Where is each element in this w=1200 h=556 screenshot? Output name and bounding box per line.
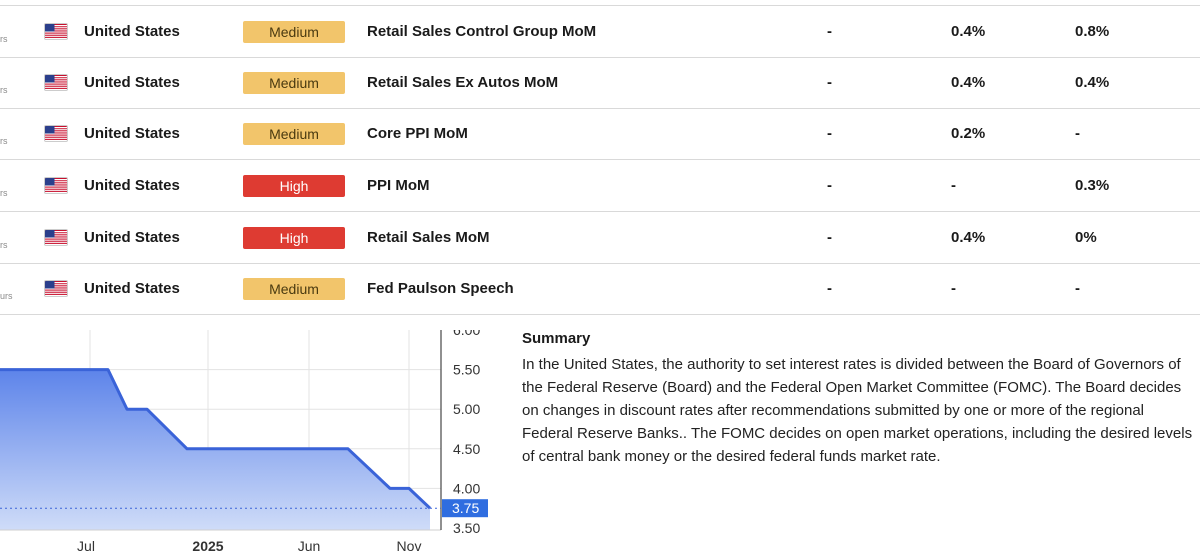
y-tick-label: 6.00 xyxy=(453,330,480,338)
event-name[interactable]: Retail Sales Control Group MoM xyxy=(367,23,597,40)
event-name[interactable]: Core PPI MoM xyxy=(367,125,468,142)
y-tick-label: 4.50 xyxy=(453,441,480,457)
importance-badge: Medium xyxy=(243,123,345,145)
previous-value: 0% xyxy=(1075,229,1097,246)
time-label: rs xyxy=(0,188,8,198)
us-flag-icon xyxy=(44,23,68,40)
y-tick-label: 5.00 xyxy=(453,401,480,417)
calendar-row[interactable]: rs United States High Retail Sales MoM - 0.4%… xyxy=(0,212,1200,264)
actual-value: - xyxy=(827,74,832,91)
country-name: United States xyxy=(84,177,180,194)
us-flag-icon xyxy=(44,125,68,142)
current-value-badge xyxy=(442,499,488,518)
importance-badge: Medium xyxy=(243,21,345,43)
importance-badge: High xyxy=(243,175,345,197)
previous-value: - xyxy=(1075,280,1080,297)
interest-rate-chart: 6.00 5.50 5.00 4.50 4.00 3.50 3.75 Jul 2025 Jun No… xyxy=(0,330,488,554)
time-label: rs xyxy=(0,34,8,44)
x-tick-label: 2025 xyxy=(192,538,223,554)
forecast-value: 0.4% xyxy=(951,74,986,91)
country-name: United States xyxy=(84,229,180,246)
us-flag-icon xyxy=(44,280,68,297)
actual-value: - xyxy=(827,125,832,142)
calendar-row[interactable]: rs United States Medium Retail Sales Ex Aut… xyxy=(0,57,1200,109)
previous-value: - xyxy=(1075,125,1080,142)
country-name: United States xyxy=(84,280,180,297)
x-tick-label: Jul xyxy=(77,538,95,554)
forecast-value: 0.4% xyxy=(951,23,986,40)
calendar-row[interactable]: rs United States Medium Core PPI MoM - 0.2% - xyxy=(0,108,1200,160)
actual-value: - xyxy=(827,229,832,246)
us-flag-icon xyxy=(44,229,68,246)
actual-value: - xyxy=(827,177,832,194)
forecast-value: - xyxy=(951,280,956,297)
time-label: rs xyxy=(0,85,8,95)
previous-value: 0.3% xyxy=(1075,177,1110,194)
forecast-value: - xyxy=(951,177,956,194)
event-name[interactable]: PPI MoM xyxy=(367,177,430,194)
y-tick-label: 4.00 xyxy=(453,480,480,496)
event-name[interactable]: Fed Paulson Speech xyxy=(367,280,514,297)
x-tick-label: Jun xyxy=(298,538,321,554)
importance-badge: High xyxy=(243,227,345,249)
summary-title: Summary xyxy=(522,330,591,347)
event-name[interactable]: Retail Sales MoM xyxy=(367,229,490,246)
summary-body: In the United States, the authority to s… xyxy=(522,356,1193,465)
time-label: urs xyxy=(0,291,13,301)
forecast-value: 0.2% xyxy=(951,125,986,142)
actual-value: - xyxy=(827,280,832,297)
calendar-row[interactable]: rs United States High PPI MoM - - 0.3% xyxy=(0,160,1200,212)
country-name: United States xyxy=(84,74,180,91)
previous-value: 0.8% xyxy=(1075,23,1110,40)
previous-value: 0.4% xyxy=(1075,74,1110,91)
event-name[interactable]: Retail Sales Ex Autos MoM xyxy=(367,74,559,91)
calendar-row[interactable]: rs United States Medium Retail Sales Contro… xyxy=(0,5,1200,58)
calendar-row[interactable]: urs United States Medium Fed Paulson Speech… xyxy=(0,263,1200,315)
actual-value: - xyxy=(827,23,832,40)
rate-line xyxy=(0,368,432,510)
country-name: United States xyxy=(84,23,180,40)
summary-section: Summary In the United States, the author… xyxy=(522,330,1198,468)
current-value-label: 3.75 xyxy=(452,500,479,516)
country-name: United States xyxy=(84,125,180,142)
forecast-value: 0.4% xyxy=(951,229,986,246)
x-tick-label: Nov xyxy=(397,538,422,554)
us-flag-icon xyxy=(44,177,68,194)
y-tick-label: 5.50 xyxy=(453,362,480,378)
importance-badge: Medium xyxy=(243,278,345,300)
time-label: rs xyxy=(0,240,8,250)
y-tick-label: 3.50 xyxy=(453,520,480,536)
us-flag-icon xyxy=(44,74,68,91)
time-label: rs xyxy=(0,136,8,146)
importance-badge: Medium xyxy=(243,72,345,94)
